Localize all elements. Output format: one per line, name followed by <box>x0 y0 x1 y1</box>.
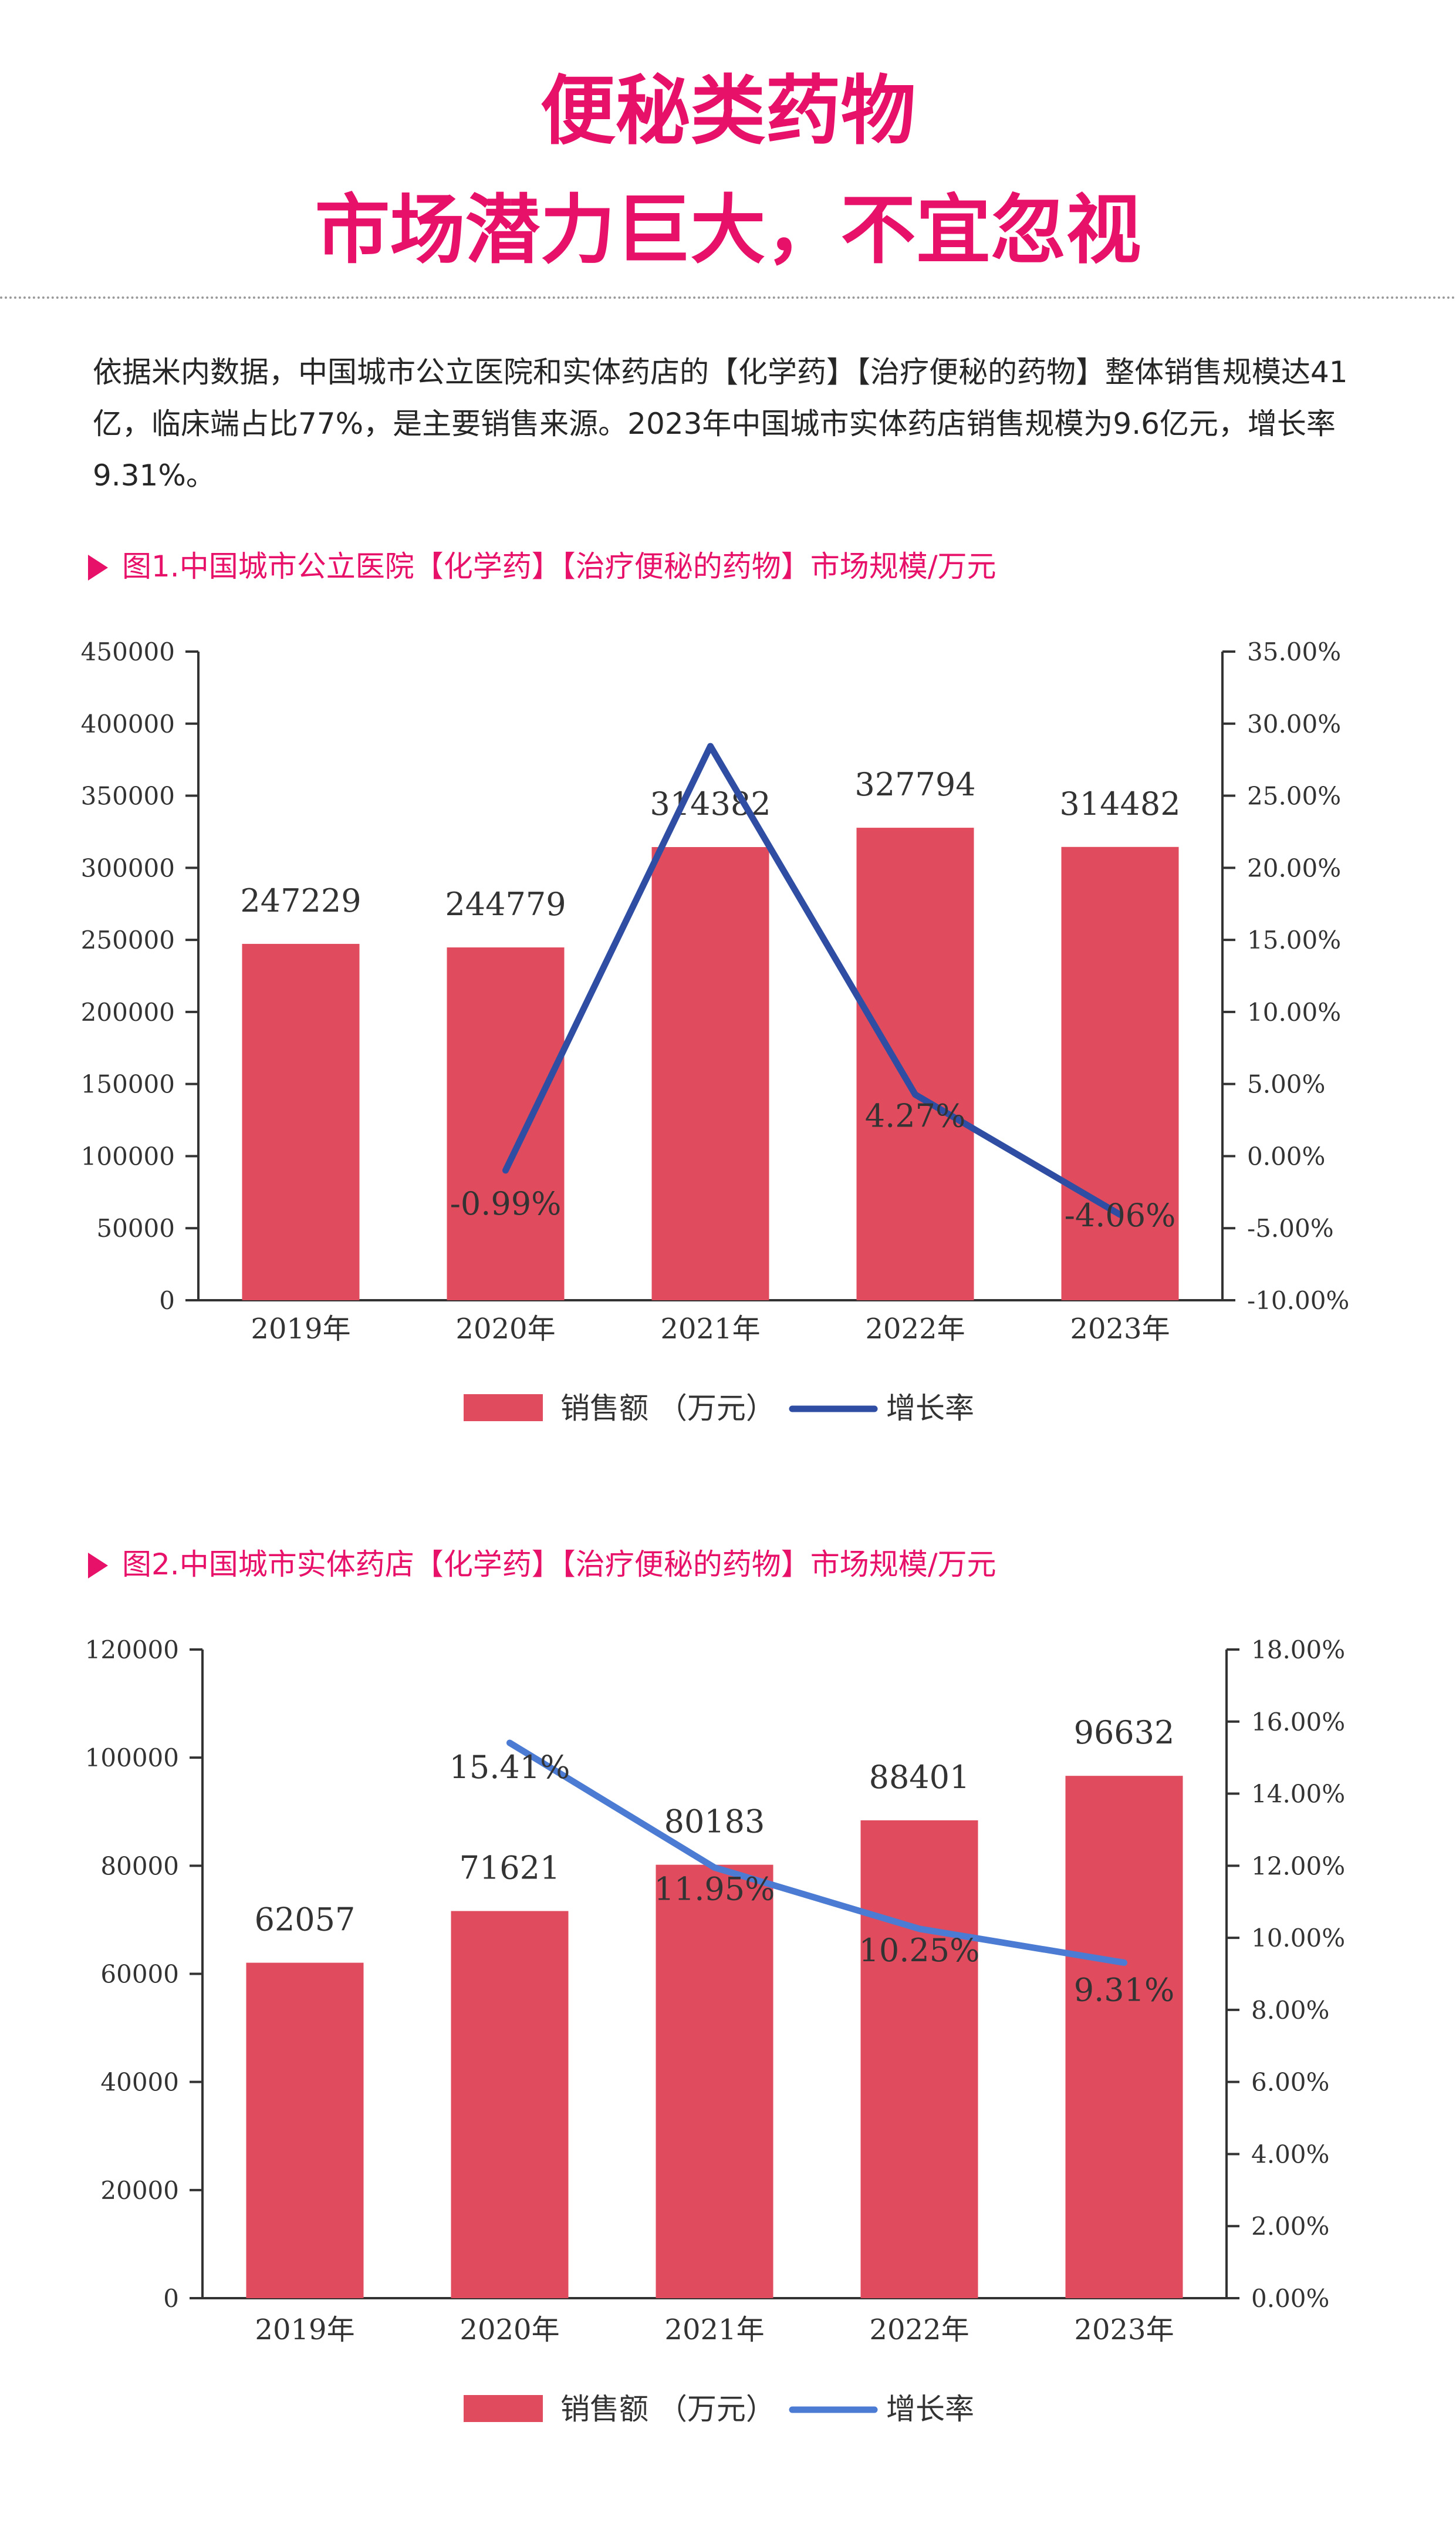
bar <box>656 1864 773 2298</box>
left-tick-label: 50000 <box>96 1214 175 1243</box>
right-tick-label: 16.00% <box>1251 1708 1345 1736</box>
right-tick-label: 10.00% <box>1247 998 1341 1027</box>
right-tick-label: 35.00% <box>1247 638 1341 666</box>
right-tick-label: 30.00% <box>1247 710 1341 738</box>
right-tick-label: 5.00% <box>1247 1070 1325 1099</box>
dotted-divider <box>0 296 1456 299</box>
left-tick-label: 20000 <box>100 2176 179 2205</box>
left-tick-label: 0 <box>163 2284 179 2313</box>
legend-line-label: 增长率 <box>886 2392 974 2426</box>
intro-paragraph: 依据米内数据，中国城市公立医院和实体药店的【化学药】【治疗便秘的药物】整体销售规… <box>93 355 1348 493</box>
left-tick-label: 100000 <box>81 1142 175 1171</box>
figure2-caption-text: 图2.中国城市实体药店【化学药】【治疗便秘的药物】市场规模/万元 <box>122 1547 996 1581</box>
figure1-caption: 图1.中国城市公立医院【化学药】【治疗便秘的药物】市场规模/万元 <box>88 546 996 587</box>
bar <box>1061 846 1179 1300</box>
growth-value-label: 9.31% <box>1074 1971 1175 2008</box>
growth-value-label: 11.95% <box>654 1870 775 1907</box>
legend-bar-swatch <box>464 2395 543 2422</box>
bar-value-label: 314482 <box>1059 785 1180 822</box>
bar <box>856 828 974 1300</box>
right-tick-label: 2.00% <box>1251 2212 1329 2241</box>
category-label: 2023年 <box>1074 2313 1174 2346</box>
category-label: 2022年 <box>865 1313 965 1345</box>
bar <box>651 847 769 1300</box>
bar <box>451 1911 569 2298</box>
bar-value-label: 96632 <box>1074 1714 1175 1751</box>
left-tick-label: 120000 <box>85 1635 179 1664</box>
page-title-line1: 便秘类药物 <box>540 68 916 155</box>
right-tick-label: 0.00% <box>1247 1142 1325 1171</box>
category-label: 2023年 <box>1070 1313 1170 1345</box>
growth-value-label: -4.06% <box>1065 1197 1176 1234</box>
left-tick-label: 40000 <box>100 2068 179 2097</box>
figure2-caption: 图2.中国城市实体药店【化学药】【治疗便秘的药物】市场规模/万元 <box>88 1544 996 1585</box>
bar-value-label: 244779 <box>445 886 566 923</box>
right-tick-label: 15.00% <box>1247 926 1341 954</box>
category-label: 2021年 <box>664 2313 764 2346</box>
left-tick-label: 80000 <box>100 1851 179 1880</box>
category-label: 2019年 <box>255 2313 354 2346</box>
right-tick-label: -10.00% <box>1247 1286 1349 1315</box>
right-tick-label: 10.00% <box>1251 1924 1345 1952</box>
left-tick-label: 250000 <box>81 926 175 954</box>
right-tick-label: 8.00% <box>1251 1996 1329 2025</box>
left-tick-label: 100000 <box>85 1743 179 1772</box>
right-tick-label: 25.00% <box>1247 782 1341 811</box>
left-tick-label: 300000 <box>81 854 175 882</box>
left-tick-label: 150000 <box>81 1070 175 1099</box>
bar-value-label: 88401 <box>869 1759 970 1796</box>
legend-bar-label: 销售额 （万元） <box>560 1391 775 1425</box>
right-tick-label: 0.00% <box>1251 2284 1329 2313</box>
growth-value-label: -0.99% <box>450 1185 562 1222</box>
left-tick-label: 400000 <box>81 710 175 738</box>
bar <box>447 947 565 1300</box>
right-tick-label: 20.00% <box>1247 854 1341 882</box>
left-tick-label: 60000 <box>100 1960 179 1989</box>
right-tick-label: 6.00% <box>1251 2068 1329 2097</box>
chart-retail-pharmacies: 0 20000 40000 60000 80000 100000 120000 0.00% 2.… <box>85 1635 1346 2426</box>
chart-public-hospitals: 0 50000 100000 150000 200000 250000 300000 3500… <box>81 638 1350 1425</box>
growth-line <box>502 743 1123 1218</box>
right-tick-label: -5.00% <box>1247 1214 1334 1243</box>
page-title-line2: 市场潜力巨大，不宜忽视 <box>315 187 1141 274</box>
growth-value-label: 10.25% <box>859 1932 980 1969</box>
bar <box>1065 1776 1183 2298</box>
left-tick-label: 0 <box>159 1286 175 1315</box>
figure1-caption-text: 图1.中国城市公立医院【化学药】【治疗便秘的药物】市场规模/万元 <box>122 549 996 583</box>
category-label: 2020年 <box>460 2313 559 2346</box>
bar <box>246 1962 364 2298</box>
bar-value-label: 327794 <box>854 766 975 803</box>
bar-value-label: 80183 <box>664 1803 765 1840</box>
left-tick-label: 450000 <box>81 638 175 666</box>
bar-value-label: 71621 <box>460 1849 560 1886</box>
right-tick-label: 14.00% <box>1251 1780 1345 1809</box>
bar-value-label: 247229 <box>240 882 361 919</box>
category-label: 2019年 <box>251 1313 350 1345</box>
right-tick-label: 4.00% <box>1251 2140 1329 2168</box>
bar <box>242 943 360 1300</box>
bar-value-label: 62057 <box>255 1901 356 1938</box>
legend-bar-label: 销售额 （万元） <box>560 2392 775 2426</box>
play-arrow-icon <box>88 555 108 581</box>
bar <box>860 1820 978 2298</box>
growth-value-label: 4.27% <box>865 1098 966 1135</box>
legend-bar-swatch <box>464 1394 543 1421</box>
category-label: 2020年 <box>455 1313 555 1345</box>
left-tick-label: 350000 <box>81 782 175 811</box>
right-tick-label: 18.00% <box>1251 1635 1345 1664</box>
growth-line <box>506 1739 1127 1966</box>
play-arrow-icon <box>88 1553 108 1578</box>
legend-line-label: 增长率 <box>886 1391 974 1425</box>
category-label: 2022年 <box>869 2313 969 2346</box>
left-tick-label: 200000 <box>81 998 175 1027</box>
category-label: 2021年 <box>660 1313 760 1345</box>
right-tick-label: 12.00% <box>1251 1851 1345 1880</box>
growth-value-label: 15.41% <box>450 1749 570 1786</box>
